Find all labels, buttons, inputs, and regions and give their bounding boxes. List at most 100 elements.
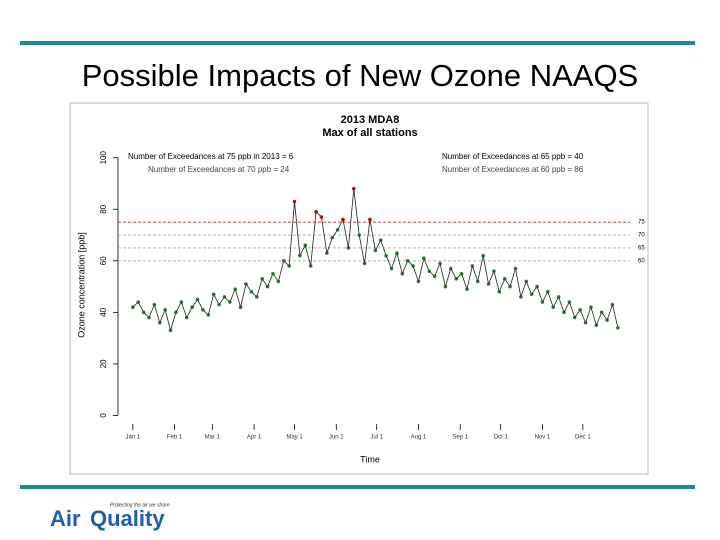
connector	[590, 307, 597, 326]
x-tick-label: Feb 1	[167, 435, 183, 441]
connector	[391, 252, 398, 269]
point	[443, 284, 448, 289]
connector	[482, 255, 489, 285]
connector	[358, 234, 365, 264]
connector	[148, 304, 155, 318]
connector	[606, 304, 613, 321]
reference-label: 75	[638, 220, 645, 226]
connector	[477, 255, 484, 282]
point	[616, 326, 620, 330]
connector	[493, 271, 500, 292]
y-tick-label: 100	[99, 151, 108, 165]
connector	[321, 216, 328, 254]
y-tick-label: 40	[99, 307, 108, 316]
chart-title: 2013 MDA8	[341, 114, 400, 126]
connector	[337, 219, 344, 231]
connector	[558, 296, 565, 313]
x-tick-label: Apr 1	[247, 435, 262, 441]
connector	[434, 263, 441, 277]
connector	[353, 188, 360, 236]
connector	[547, 291, 554, 308]
connector	[153, 304, 161, 323]
point	[605, 318, 609, 322]
connector	[207, 294, 215, 316]
connector	[509, 268, 516, 287]
connector	[563, 301, 570, 313]
connector	[488, 270, 495, 285]
y-tick-label: 20	[99, 359, 108, 368]
point	[206, 313, 211, 317]
point	[562, 310, 566, 315]
point	[465, 287, 469, 291]
connector	[542, 291, 549, 303]
connector	[240, 283, 247, 308]
x-tick-label: Jan 1	[125, 435, 140, 441]
point	[265, 284, 270, 289]
point	[583, 320, 588, 325]
point	[174, 310, 178, 315]
connector	[401, 260, 409, 274]
connector	[364, 219, 371, 264]
connector	[304, 245, 312, 267]
connector	[164, 309, 171, 331]
annotation: Number of Exceedances at 60 ppb = 86	[442, 165, 584, 174]
point	[362, 261, 367, 266]
logo-text: Air	[50, 506, 81, 531]
x-tick-label: Jul 1	[370, 435, 383, 441]
logo-text: Quality	[90, 506, 165, 531]
connector	[595, 312, 603, 326]
connector	[369, 219, 376, 251]
annotation: Number of Exceedances at 65 ppb = 40	[442, 152, 584, 161]
reference-label: 60	[638, 258, 645, 264]
y-tick-label: 0	[99, 413, 108, 418]
connector	[342, 219, 349, 248]
x-tick-label: Nov 1	[535, 435, 551, 441]
x-tick-label: Oct 1	[493, 435, 508, 441]
connector	[175, 301, 182, 313]
connector	[612, 304, 619, 328]
x-tick-label: Dec 1	[575, 435, 591, 441]
point	[168, 328, 173, 333]
connector	[525, 281, 533, 295]
logo-tagline: Protecting the air we share	[110, 502, 170, 508]
reference-label: 70	[638, 233, 645, 239]
y-tick-label: 80	[99, 204, 108, 213]
connector	[568, 301, 576, 318]
connector	[159, 309, 166, 323]
connector	[137, 301, 144, 313]
x-axis-label: Time	[360, 454, 380, 464]
connector	[450, 268, 457, 280]
y-tick-label: 60	[99, 256, 108, 265]
point	[157, 320, 162, 325]
connector	[186, 307, 193, 318]
connector	[520, 281, 527, 298]
connector	[348, 188, 355, 248]
x-tick-label: Jun 1	[329, 435, 344, 441]
connector	[585, 307, 592, 323]
connector	[197, 299, 204, 310]
reference-label: 65	[638, 246, 645, 252]
chart-frame	[69, 102, 649, 475]
connector	[385, 255, 392, 269]
connector	[380, 240, 387, 256]
connector	[229, 288, 236, 303]
annotation: Number of Exceedances at 70 ppb = 24	[148, 165, 290, 174]
connector	[461, 273, 468, 290]
connector	[423, 258, 430, 272]
connector	[515, 268, 522, 297]
connector	[170, 312, 177, 331]
connector	[418, 258, 425, 282]
connector	[288, 201, 295, 266]
connector	[310, 211, 317, 267]
connector	[294, 201, 301, 256]
connector	[439, 263, 446, 287]
connector	[299, 245, 306, 256]
connector	[445, 268, 452, 287]
y-axis-label: Ozone concentration [ppb]	[76, 232, 86, 338]
plot: 0 20 40 60 80 100 Jan 1 Feb 1 Mar 1 Apr 1 May 1 Jun…	[99, 151, 645, 441]
x-tick-label: Sep 1	[452, 435, 468, 441]
connector	[552, 296, 559, 308]
connector	[256, 278, 263, 297]
point	[254, 295, 259, 299]
